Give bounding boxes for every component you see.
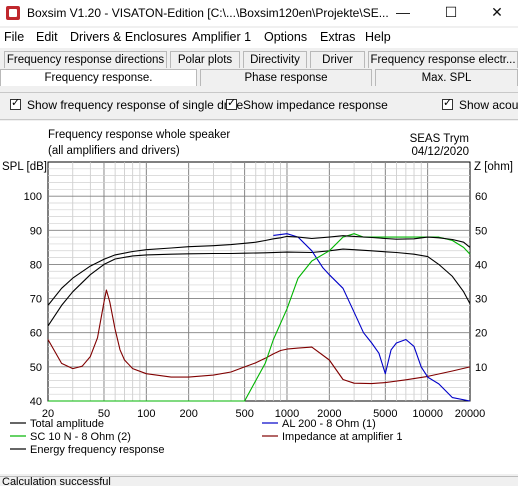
series-al-200-8-ohm-1 [273,233,471,402]
status-text: Calculation successful [2,476,111,486]
tab-row-2: Frequency response. Phase response Max. … [0,69,518,87]
close-button[interactable]: ✕ [491,4,503,20]
series-total-amplitude [47,235,471,306]
maximize-button[interactable]: ☐ [444,4,458,20]
chart-legend: Total amplitude AL 200 - 8 Ohm (1) SC 10 N… [10,418,402,456]
y-tick-label-left: 70 [30,294,42,306]
status-bar: Calculation successful [0,476,518,486]
x-tick-label: 10000 [412,408,443,420]
acoustic-checkbox[interactable] [442,96,453,110]
y-tick-label-left: 100 [24,191,42,203]
legend-item: AL 200 - 8 Ohm (1) [282,418,376,430]
y-tick-label-left: 80 [30,259,42,271]
chart-ticks: 20 50 100 200 500 1000 2000 5000 10000 20000 40 50 6… [24,191,488,420]
x-tick-label: 20 [42,408,54,420]
menu-drivers[interactable]: Drivers & Enclosures [70,30,187,44]
y-tick-label-right: 40 [475,259,487,271]
menu-options[interactable]: Options [264,30,308,44]
tab-frequency-response-directions[interactable]: Frequency response directions [4,51,167,68]
legend-item: Total amplitude [30,418,104,430]
x-tick-label: 20000 [455,408,486,420]
impedance-label: Show impedance response [243,98,388,112]
y-tick-label-right: 10 [475,362,487,374]
chart-project-name: SEAS Trym [410,133,469,145]
tab-max-spl[interactable]: Max. SPL [375,69,518,86]
legend-item: Energy frequency response [30,444,165,456]
chart-grid [47,161,471,402]
x-tick-label: 200 [179,408,197,420]
menu-amplifier[interactable]: Amplifier 1 [192,30,252,44]
y-tick-label-left: 50 [30,362,42,374]
tab-directivity[interactable]: Directivity [243,51,307,68]
chart-title: Frequency response whole speaker [48,129,230,141]
chart-series [47,233,471,402]
menu-bar: File Edit Drivers & Enclosures Amplifier… [0,28,518,48]
series-energy-frequency-response [47,248,471,327]
tab-driver[interactable]: Driver [310,51,365,68]
y-tick-label-right: 60 [475,191,487,203]
menu-help[interactable]: Help [365,30,391,44]
menu-file[interactable]: File [4,30,25,44]
x-tick-label: 100 [137,408,155,420]
x-tick-label: 50 [98,408,110,420]
x-tick-label: 5000 [373,408,397,420]
y-tick-label-left: 40 [30,396,42,408]
x-tick-label: 1000 [275,408,299,420]
frequency-response-chart[interactable]: Frequency response whole speaker (all am… [0,121,518,474]
options-bar: Show frequency response of single drive … [0,92,518,120]
y-axis-left-label: SPL [dB] [2,161,47,173]
tab-frequency-response-electrical[interactable]: Frequency response electr... [368,51,518,68]
y-tick-label-left: 90 [30,225,42,237]
boxsim-app-icon[interactable] [6,6,20,20]
plot-panel: Frequency response whole speaker (all am… [0,121,518,474]
tab-frequency-response[interactable]: Frequency response. [0,69,197,86]
menu-extras[interactable]: Extras [320,30,356,44]
y-tick-label-right: 30 [475,294,487,306]
legend-item: Impedance at amplifier 1 [282,431,402,443]
tab-polar-plots[interactable]: Polar plots [170,51,240,68]
single-drive-checkbox[interactable] [10,96,21,110]
minimize-button[interactable]: — [396,4,410,20]
menu-edit[interactable]: Edit [36,30,58,44]
impedance-checkbox[interactable] [226,96,237,110]
y-tick-label-right: 20 [475,328,487,340]
tab-phase-response[interactable]: Phase response [200,69,372,86]
title-bar: Boxsim V1.20 - VISATON-Edition [C:\...\B… [0,0,518,26]
tab-row-1: Frequency response directions Polar plot… [0,51,518,69]
chart-date: 04/12/2020 [411,146,469,158]
single-drive-label: Show frequency response of single drive [27,98,244,112]
chart-subtitle: (all amplifiers and drivers) [48,145,180,157]
legend-item: SC 10 N - 8 Ohm (2) [30,431,131,443]
y-tick-label-right: 50 [475,225,487,237]
x-tick-label: 500 [235,408,253,420]
window-title: Boxsim V1.20 - VISATON-Edition [C:\...\B… [27,6,389,20]
x-tick-label: 2000 [317,408,341,420]
y-axis-right-label: Z [ohm] [474,161,513,173]
acoustic-label: Show acous [459,98,518,112]
y-tick-label-left: 60 [30,328,42,340]
series-impedance-at-amplifier-1 [47,289,471,385]
plot-area [47,161,471,402]
